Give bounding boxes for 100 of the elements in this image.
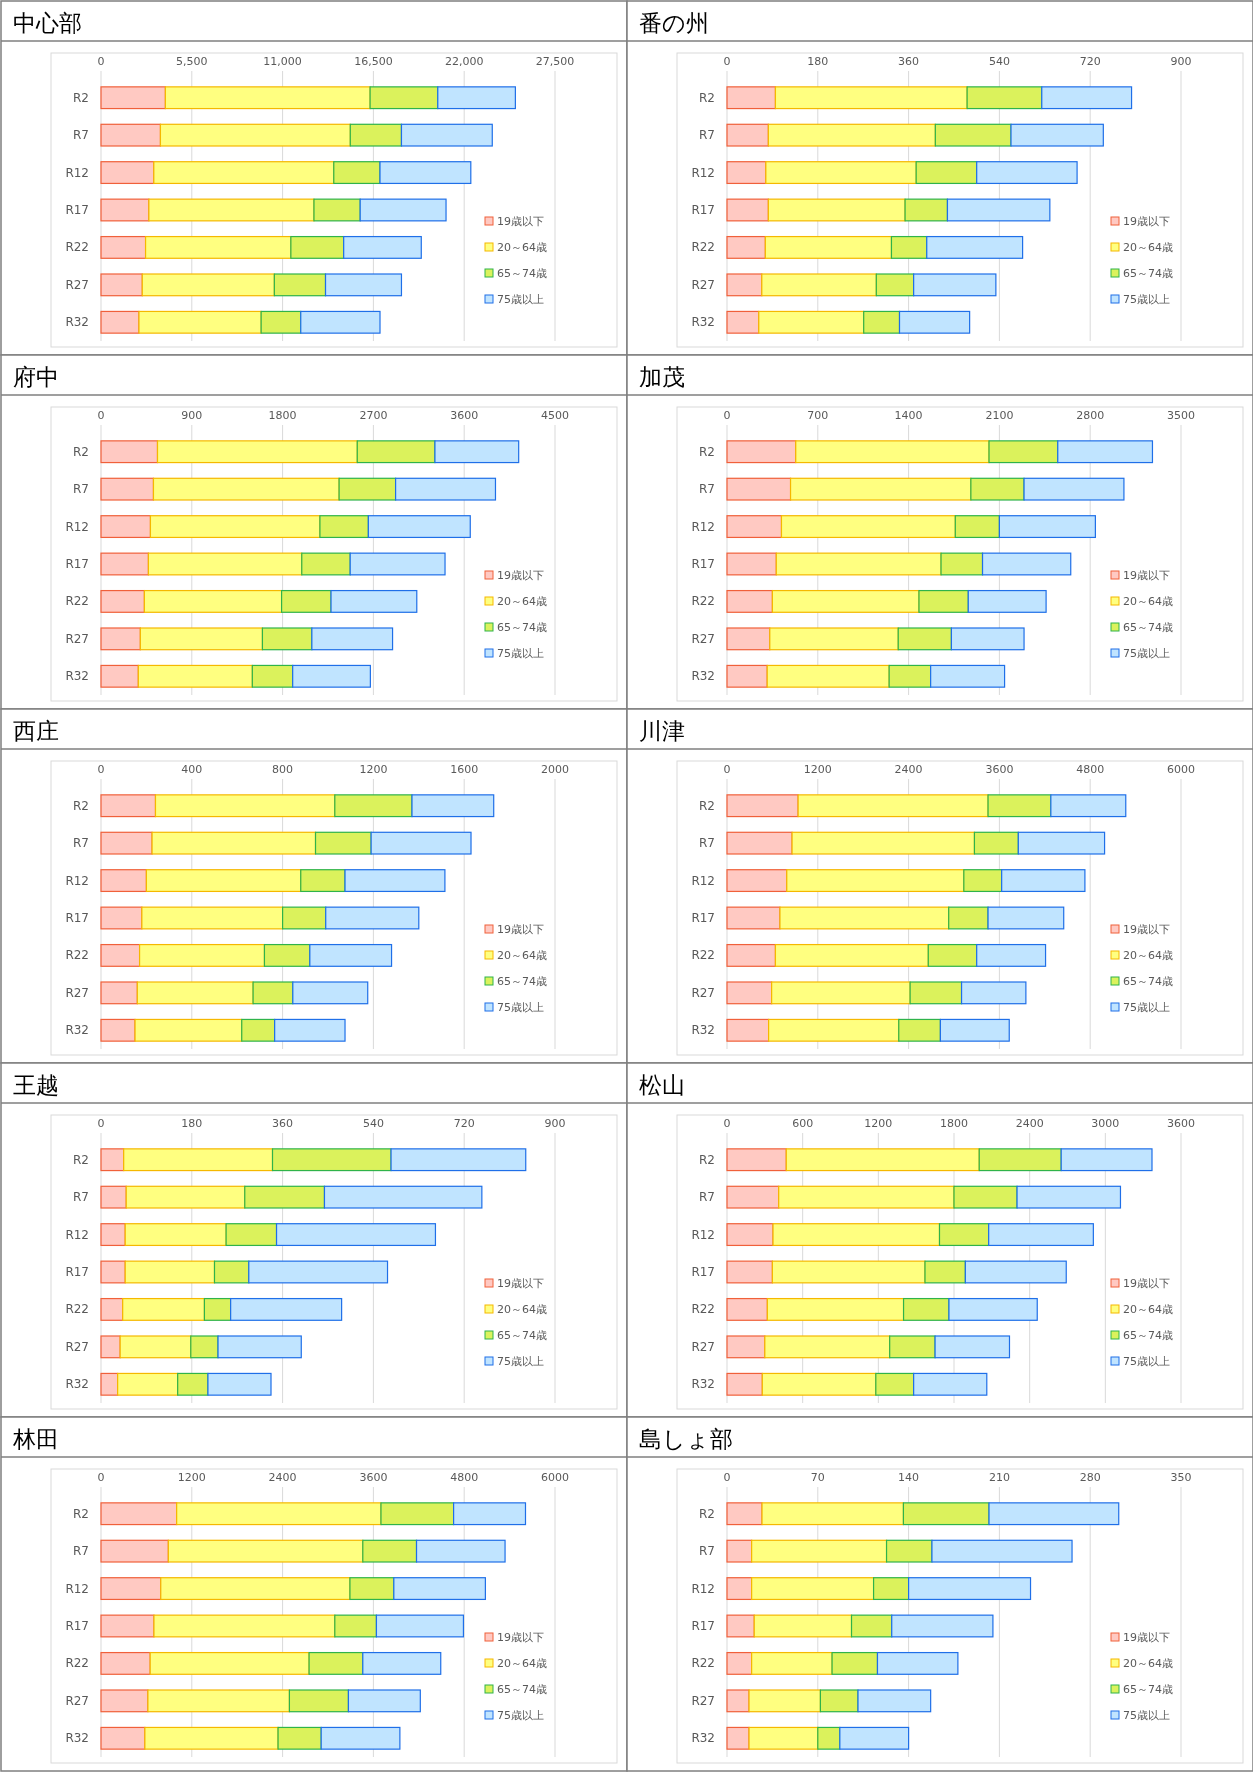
legend-label: 75歳以上 [1123, 293, 1170, 306]
bar [207, 1372, 272, 1396]
bar [261, 627, 313, 651]
legend-label: 19歳以下 [1123, 923, 1170, 936]
bar [987, 794, 1052, 818]
y-tick-label: R32 [65, 669, 89, 684]
bar [976, 161, 1078, 185]
bar [726, 1577, 753, 1601]
y-tick-label: R27 [691, 1339, 715, 1354]
bar [897, 627, 953, 651]
y-tick-label: R12 [65, 165, 89, 180]
bar [225, 1223, 278, 1247]
legend-label: 19歳以下 [497, 569, 544, 582]
bar [356, 440, 436, 464]
legend-label: 19歳以下 [1123, 1631, 1170, 1644]
bar [885, 1539, 933, 1563]
x-tick-label: 4800 [1076, 763, 1105, 776]
bar [898, 1018, 941, 1042]
bar [850, 1614, 893, 1638]
bar [134, 1018, 243, 1042]
y-tick-label: R27 [65, 985, 89, 1000]
bar [926, 235, 1024, 259]
bar [753, 1614, 853, 1638]
bar [915, 161, 978, 185]
x-tick-label: 280 [1079, 1471, 1101, 1484]
x-tick-label: 540 [362, 1117, 384, 1130]
bar [260, 310, 302, 334]
bar [726, 235, 766, 259]
legend-label: 19歳以下 [497, 215, 544, 228]
bar [789, 477, 972, 501]
legend-label: 20～64歳 [1123, 241, 1173, 254]
bar [177, 1372, 209, 1396]
legend-label: 20～64歳 [1123, 1657, 1173, 1670]
bar [888, 664, 932, 688]
bar [909, 981, 963, 1005]
bar [726, 627, 771, 651]
legend-label: 20～64歳 [497, 949, 547, 962]
bar [726, 664, 768, 688]
bar [123, 1148, 274, 1172]
bar [100, 906, 143, 930]
x-tick-label: 3600 [1167, 1117, 1195, 1130]
bar [1010, 123, 1104, 147]
bar [1060, 1148, 1153, 1172]
bar [767, 123, 936, 147]
bar [946, 198, 1051, 222]
bar [898, 310, 971, 334]
y-tick-label: R7 [699, 1544, 715, 1559]
bar [913, 1372, 988, 1396]
y-tick-label: R2 [73, 90, 89, 105]
y-tick-label: R32 [65, 1023, 89, 1038]
bar [274, 1018, 346, 1042]
bar [359, 198, 447, 222]
y-tick-label: R27 [691, 631, 715, 646]
bar [154, 794, 336, 818]
y-tick-label: R27 [65, 631, 89, 646]
bar [100, 440, 159, 464]
x-tick-label: 5,500 [176, 55, 208, 68]
chart-title: 川津 [639, 718, 685, 744]
bar [748, 1726, 819, 1750]
bar [100, 273, 143, 297]
bar [726, 552, 777, 576]
bar [726, 794, 799, 818]
bar [976, 943, 1047, 967]
bar [309, 943, 393, 967]
bar [290, 235, 345, 259]
bar [277, 1726, 322, 1750]
bar [973, 831, 1019, 855]
bar [948, 1297, 1038, 1321]
bar [875, 273, 915, 297]
x-tick-label: 360 [272, 1117, 294, 1130]
y-tick-label: R12 [691, 1581, 715, 1596]
y-tick-label: R32 [691, 669, 715, 684]
bar [768, 1018, 900, 1042]
bar [890, 235, 928, 259]
bar [726, 869, 788, 893]
x-tick-label: 2400 [894, 763, 923, 776]
bar [100, 477, 155, 501]
bar [953, 1185, 1018, 1209]
bar [779, 906, 950, 930]
bar [100, 589, 145, 613]
bar [766, 1297, 905, 1321]
bar [726, 1689, 750, 1713]
bar [726, 1335, 766, 1359]
y-tick-label: R32 [691, 1731, 715, 1746]
y-tick-label: R32 [65, 1731, 89, 1746]
bar [771, 1260, 926, 1284]
bar [273, 273, 327, 297]
bar [765, 161, 917, 185]
chart-title: 中心部 [13, 10, 82, 36]
bar [147, 1689, 291, 1713]
bar [761, 1502, 905, 1526]
x-tick-label: 6000 [541, 1471, 569, 1484]
bar [144, 1726, 279, 1750]
bar [934, 1335, 1011, 1359]
bar [726, 1148, 787, 1172]
bar [320, 1726, 401, 1750]
y-tick-label: R7 [73, 1544, 89, 1559]
y-tick-label: R12 [65, 1227, 89, 1242]
bar [795, 440, 990, 464]
legend-label: 65～74歳 [1123, 975, 1173, 988]
